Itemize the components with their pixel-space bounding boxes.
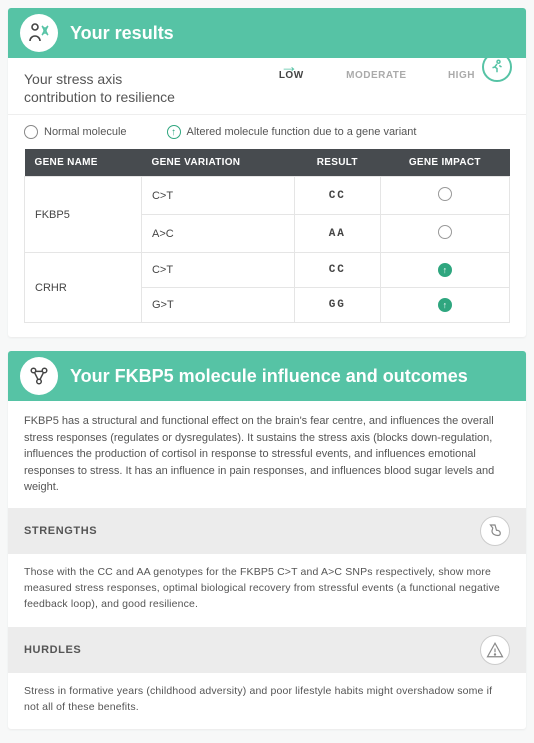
gene-variation-cell: G>T xyxy=(141,288,294,323)
results-title: Your results xyxy=(70,23,174,44)
molecule-header: Your FKBP5 molecule influence and outcom… xyxy=(8,351,526,401)
flex-arm-icon xyxy=(480,516,510,546)
resilience-scale: → LOW MODERATE HIGH xyxy=(243,70,510,81)
gene-variation-cell: C>T xyxy=(141,177,294,215)
gene-name-cell: CRHR xyxy=(25,253,142,323)
strengths-header: STRENGTHS xyxy=(8,508,526,554)
gene-result-cell: GG xyxy=(294,288,380,323)
stress-axis-row: Your stress axis contribution to resilie… xyxy=(8,58,526,115)
impact-normal-icon xyxy=(438,225,452,239)
strengths-label: STRENGTHS xyxy=(24,525,97,537)
table-row: FKBP5C>TCC xyxy=(25,177,510,215)
gene-impact-cell xyxy=(380,177,509,215)
th-result: RESULT xyxy=(294,149,380,177)
gene-impact-cell: ↑ xyxy=(380,253,509,288)
molecule-description: FKBP5 has a structural and functional ef… xyxy=(8,401,526,508)
gene-variation-cell: A>C xyxy=(141,215,294,253)
table-header-row: GENE NAME GENE VARIATION RESULT GENE IMP… xyxy=(25,149,510,177)
subheading-line2: contribution to resilience xyxy=(24,89,175,105)
gene-impact-cell: ↑ xyxy=(380,288,509,323)
th-gene-variation: GENE VARIATION xyxy=(141,149,294,177)
results-card: Your results Your stress axis contributi… xyxy=(8,8,526,337)
gene-impact-cell xyxy=(380,215,509,253)
th-gene-impact: GENE IMPACT xyxy=(380,149,509,177)
legend-normal-label: Normal molecule xyxy=(44,126,127,138)
stress-axis-label: Your stress axis contribution to resilie… xyxy=(24,70,243,106)
scale-arrow-icon: → xyxy=(280,56,299,77)
legend-altered: ↑ Altered molecule function due to a gen… xyxy=(167,125,417,139)
legend-altered-label: Altered molecule function due to a gene … xyxy=(187,126,417,138)
impact-altered-icon: ↑ xyxy=(438,263,452,277)
table-row: CRHRC>TCC↑ xyxy=(25,253,510,288)
impact-normal-icon xyxy=(438,187,452,201)
molecule-title: Your FKBP5 molecule influence and outcom… xyxy=(70,366,468,387)
runner-icon xyxy=(482,52,512,82)
hurdles-header: HURDLES xyxy=(8,627,526,673)
th-gene-name: GENE NAME xyxy=(25,149,142,177)
subheading-line1: Your stress axis xyxy=(24,71,122,87)
legend-row: Normal molecule ↑ Altered molecule funct… xyxy=(8,115,526,149)
altered-dot-icon: ↑ xyxy=(167,125,181,139)
gene-result-cell: CC xyxy=(294,253,380,288)
dna-person-icon xyxy=(20,14,58,52)
scale-moderate: MODERATE xyxy=(334,70,419,81)
hurdles-label: HURDLES xyxy=(24,644,81,656)
gene-name-cell: FKBP5 xyxy=(25,177,142,253)
gene-variation-cell: C>T xyxy=(141,253,294,288)
gene-table: GENE NAME GENE VARIATION RESULT GENE IMP… xyxy=(24,149,510,323)
legend-normal: Normal molecule xyxy=(24,125,127,139)
gene-result-cell: CC xyxy=(294,177,380,215)
molecule-icon xyxy=(20,357,58,395)
gene-result-cell: AA xyxy=(294,215,380,253)
hurdles-text: Stress in formative years (childhood adv… xyxy=(8,673,526,730)
impact-altered-icon: ↑ xyxy=(438,298,452,312)
results-header: Your results xyxy=(8,8,526,58)
warning-icon xyxy=(480,635,510,665)
normal-dot-icon xyxy=(24,125,38,139)
strengths-text: Those with the CC and AA genotypes for t… xyxy=(8,554,526,627)
molecule-card: Your FKBP5 molecule influence and outcom… xyxy=(8,351,526,729)
